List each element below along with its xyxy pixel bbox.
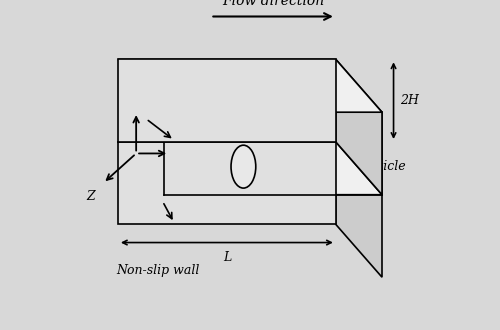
Text: Y: Y — [126, 91, 134, 104]
Polygon shape — [336, 142, 382, 277]
Polygon shape — [118, 142, 382, 195]
Text: L: L — [223, 251, 231, 264]
Polygon shape — [118, 59, 336, 142]
Polygon shape — [118, 59, 382, 112]
Text: X: X — [176, 145, 184, 158]
Ellipse shape — [231, 145, 256, 188]
Text: Suspended particle: Suspended particle — [283, 160, 406, 173]
Polygon shape — [336, 59, 382, 195]
Polygon shape — [118, 142, 336, 224]
Text: Flow direction: Flow direction — [222, 0, 324, 8]
Text: 2H: 2H — [400, 94, 419, 107]
Text: Z: Z — [86, 190, 95, 203]
Text: Non-slip wall: Non-slip wall — [116, 264, 200, 277]
